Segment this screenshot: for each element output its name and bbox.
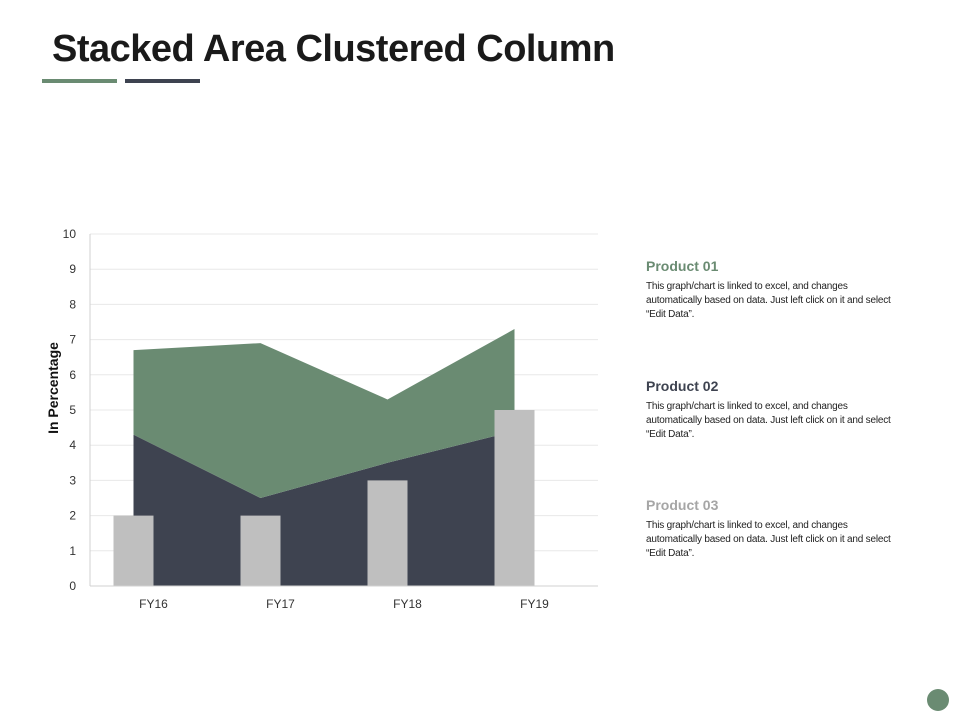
y-tick-label: 5 bbox=[69, 403, 76, 417]
legend-product-01-desc: This graph/chart is linked to excel, and… bbox=[646, 281, 891, 320]
legend-product-03-title: Product 03 bbox=[646, 497, 719, 513]
y-tick-label: 7 bbox=[69, 333, 76, 347]
column-bar bbox=[494, 410, 535, 586]
y-tick-label: 6 bbox=[69, 368, 76, 382]
legend-product-02-desc: This graph/chart is linked to excel, and… bbox=[646, 401, 891, 440]
title-underline-dark bbox=[125, 79, 200, 83]
y-tick-label: 10 bbox=[63, 227, 77, 241]
area-product-02 bbox=[133, 431, 515, 586]
title-underline-green bbox=[42, 79, 117, 83]
column-series bbox=[113, 410, 535, 586]
page-title: Stacked Area Clustered Column bbox=[52, 28, 615, 70]
legend-product-01: Product 01 This graph/chart is linked to… bbox=[646, 258, 896, 322]
y-tick-label: 0 bbox=[69, 579, 76, 593]
x-tick-label: FY16 bbox=[139, 597, 168, 611]
y-axis-title: In Percentage bbox=[45, 342, 61, 434]
x-tick-label: FY19 bbox=[520, 597, 549, 611]
legend-product-01-title: Product 01 bbox=[646, 258, 719, 274]
legend-product-03: Product 03 This graph/chart is linked to… bbox=[646, 497, 896, 561]
column-bar bbox=[240, 515, 281, 586]
area-product-01 bbox=[133, 329, 515, 498]
column-bar bbox=[367, 480, 408, 586]
corner-dot bbox=[927, 689, 949, 711]
x-tick-label: FY18 bbox=[393, 597, 422, 611]
area-series bbox=[133, 329, 515, 586]
legend-product-03-desc: This graph/chart is linked to excel, and… bbox=[646, 520, 891, 559]
y-tick-label: 2 bbox=[69, 509, 76, 523]
y-tick-label: 3 bbox=[69, 473, 76, 487]
y-tick-label: 9 bbox=[69, 262, 76, 276]
y-tick-label: 4 bbox=[69, 438, 76, 452]
legend-product-02: Product 02 This graph/chart is linked to… bbox=[646, 378, 896, 442]
column-bar bbox=[113, 515, 154, 586]
y-tick-label: 1 bbox=[69, 544, 76, 558]
y-tick-label: 8 bbox=[69, 297, 76, 311]
x-tick-label: FY17 bbox=[266, 597, 295, 611]
legend-product-02-title: Product 02 bbox=[646, 378, 719, 394]
axes: 0 1 2 3 4 5 6 7 8 9 10 FY16 FY17 FY18 FY19 bbox=[63, 227, 598, 611]
